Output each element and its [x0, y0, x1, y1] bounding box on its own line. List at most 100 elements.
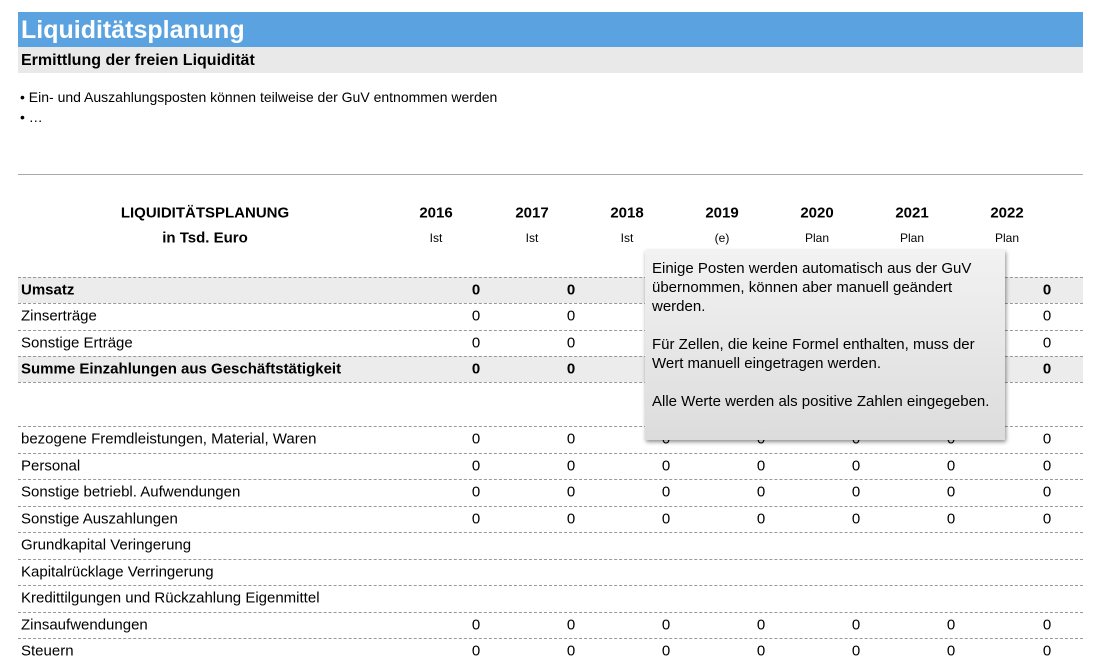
cell-value: 0 — [661, 616, 671, 633]
cell-value: 0 — [661, 642, 671, 660]
row-line — [18, 479, 1083, 480]
cell-value: 0 — [471, 642, 481, 660]
column-kind: Plan — [994, 231, 1020, 245]
table-unit: in Tsd. Euro — [162, 229, 248, 247]
cell-value: 0 — [946, 642, 956, 660]
cell-value: 0 — [566, 360, 576, 378]
row-line — [18, 558, 1083, 560]
cell-value: 0 — [1042, 281, 1052, 299]
row-line — [18, 329, 1083, 331]
tooltip-text: Für Zellen, die keine Formel enthalten, … — [652, 336, 975, 372]
cell-value: 0 — [661, 457, 671, 474]
tooltip: Einige Posten werden automatisch aus der… — [645, 250, 1005, 440]
tooltip-text: Einige Posten werden automatisch aus der… — [652, 260, 972, 315]
cell-value: 0 — [946, 510, 956, 527]
row-line — [18, 355, 1083, 357]
tooltip-text: Alle Werte werden als positive Zahlen ei… — [652, 393, 990, 410]
page-title: Liquiditätsplanung — [18, 12, 1083, 47]
row-line — [18, 277, 1083, 278]
row-label: Personal — [21, 457, 81, 474]
column-kind: Ist — [620, 231, 634, 245]
row-line — [18, 381, 1083, 383]
cell-value: 0 — [661, 483, 671, 501]
row-label: Grundkapital Veringerung — [21, 536, 192, 554]
cell-value: 0 — [566, 430, 576, 448]
column-kind: Plan — [804, 231, 830, 245]
cell-value: 0 — [756, 457, 766, 474]
cell-value: 0 — [946, 483, 956, 501]
row-line — [18, 303, 1083, 305]
bullet-text: Ein- und Auszahlungsposten können teilwe… — [28, 89, 498, 105]
cell-value: 0 — [946, 616, 956, 633]
cell-value: 0 — [566, 334, 576, 352]
cell-value: 0 — [471, 510, 481, 527]
bullet: • Ein- und Auszahlungsposten können teil… — [20, 89, 498, 105]
cell-value: 0 — [851, 483, 861, 501]
page-subtitle: Ermittlung der freien Liquidität — [18, 47, 1083, 73]
cell-value: 0 — [471, 483, 481, 501]
row-label: bezogene Fremdleistungen, Material, Ware… — [21, 430, 317, 448]
cell-value: 0 — [566, 281, 576, 299]
cell-value: 0 — [1042, 360, 1052, 378]
cell-value: 0 — [566, 510, 576, 527]
column-kind: Ist — [429, 231, 443, 245]
column-year: 2022 — [990, 204, 1024, 222]
row-line — [18, 426, 1083, 427]
column-kind: Plan — [899, 231, 925, 245]
column-year: 2020 — [800, 204, 834, 222]
cell-value: 0 — [566, 616, 576, 633]
row-label: Sonstige betriebl. Aufwendungen — [21, 483, 241, 501]
column-year: 2018 — [610, 204, 644, 222]
cell-value: 0 — [756, 616, 766, 633]
cell-value: 0 — [851, 457, 861, 474]
cell-value: 0 — [471, 307, 481, 325]
column-year: 2016 — [419, 204, 453, 222]
cell-value: 0 — [471, 457, 481, 474]
cell-value: 0 — [566, 307, 576, 325]
row-line — [18, 638, 1083, 639]
cell-value: 0 — [1042, 334, 1052, 352]
row-label: Summe Einzahlungen aus Geschäftstätigkei… — [21, 360, 342, 378]
row-line — [18, 611, 1083, 613]
cell-value: 0 — [1042, 483, 1052, 501]
row-label: Sonstige Erträge — [21, 334, 133, 352]
cell-value: 0 — [471, 281, 481, 299]
cell-value: 0 — [471, 334, 481, 352]
cell-value: 0 — [851, 616, 861, 633]
row-label: Umsatz — [21, 281, 75, 299]
table-title: LIQUIDITÄTSPLANUNG — [120, 204, 290, 222]
row-label: Zinsaufwendungen — [21, 616, 148, 633]
bullet: • … — [20, 109, 43, 125]
row-label: Sonstige Auszahlungen — [21, 510, 178, 527]
column-year: 2021 — [895, 204, 929, 222]
cell-value: 0 — [566, 483, 576, 501]
cell-value: 0 — [756, 510, 766, 527]
cell-value: 0 — [1042, 642, 1052, 660]
column-year: 2017 — [515, 204, 549, 222]
cell-value: 0 — [471, 430, 481, 448]
cell-value: 0 — [471, 360, 481, 378]
column-kind: Ist — [525, 231, 539, 245]
row-line — [18, 532, 1083, 533]
cell-value: 0 — [1042, 616, 1052, 633]
cell-value: 0 — [851, 510, 861, 527]
cell-value: 0 — [1042, 430, 1052, 448]
row-label: Steuern — [21, 642, 74, 660]
row-line — [18, 452, 1083, 454]
divider — [18, 174, 1083, 175]
cell-value: 0 — [946, 457, 956, 474]
cell-value: 0 — [566, 642, 576, 660]
cell-value: 0 — [566, 457, 576, 474]
cell-value: 0 — [756, 483, 766, 501]
cell-value: 0 — [1042, 307, 1052, 325]
row-label: Kapitalrücklage Verringerung — [21, 563, 214, 580]
column-kind: (e) — [714, 231, 730, 245]
row-line — [18, 505, 1083, 507]
cell-value: 0 — [1042, 510, 1052, 527]
bullet-text: … — [28, 109, 43, 125]
cell-value: 0 — [1042, 457, 1052, 474]
row-label: Kredittilgungen und Rückzahlung Eigenmit… — [21, 589, 320, 607]
cell-value: 0 — [851, 642, 861, 660]
cell-value: 0 — [471, 616, 481, 633]
